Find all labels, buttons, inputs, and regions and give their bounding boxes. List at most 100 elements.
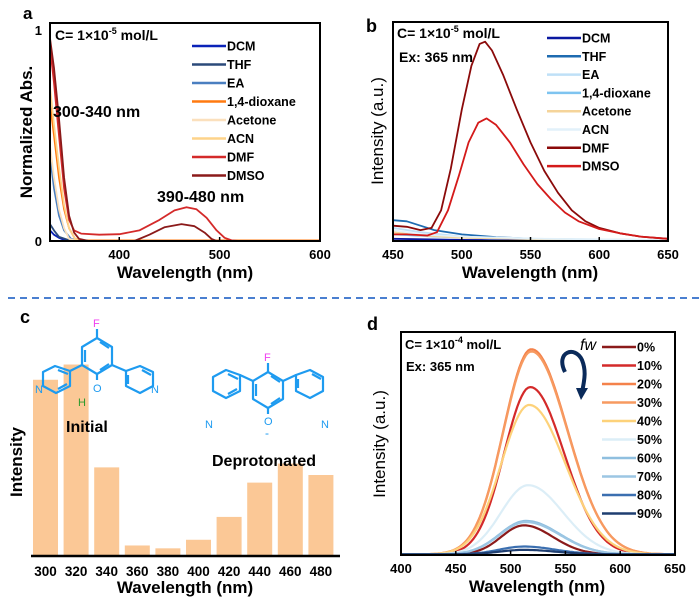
legend-label: ACN	[227, 132, 254, 146]
x-tick-label: 440	[248, 564, 271, 579]
x-ticks-b: 450 500 550 600 650	[382, 237, 679, 262]
legend-item: 50%	[602, 433, 662, 447]
legend-label: 50%	[637, 433, 662, 447]
legend-label: DMF	[582, 141, 609, 155]
legend-item: ACN	[192, 132, 254, 146]
x-tick-label: 320	[65, 564, 88, 579]
legend-item: 10%	[602, 359, 662, 373]
legend-label: 60%	[637, 452, 662, 466]
x-axis-label-b: Wavelength (nm)	[462, 263, 598, 282]
legend-label: Acetone	[227, 114, 276, 128]
legend-label: THF	[227, 58, 252, 72]
atom-label-N-left-deprotonated: N	[205, 419, 213, 431]
series-line-dmf	[392, 40, 669, 240]
y-axis-label-d: Intensity (a.u.)	[370, 390, 389, 498]
legend-label: DMSO	[582, 160, 620, 174]
panel-a: a 400 500 600 1 0 Wavelength (nm) Normaliz…	[17, 4, 331, 282]
x-tick-label: 420	[218, 564, 241, 579]
atom-label-H-initial: H	[78, 397, 86, 409]
concentration-annotation-b: C= 1×10-5 mol/L	[397, 24, 500, 41]
legend-item: DCM	[547, 32, 610, 46]
legend-item: 1,4-dioxane	[547, 86, 651, 100]
charge-label-deprotonated: -	[265, 426, 269, 440]
panel-label-a: a	[23, 4, 33, 23]
y-axis-label-c: Intensity	[7, 427, 26, 497]
x-axis-label-c: Wavelength (nm)	[117, 578, 253, 597]
legend-item: 80%	[602, 489, 662, 503]
legend-item: 30%	[602, 396, 662, 410]
bar-300	[33, 379, 58, 555]
legend-label: 0%	[637, 341, 655, 355]
bar-360	[124, 545, 150, 555]
atom-label-F-initial: F	[93, 318, 100, 330]
legend-b: DCM THF EA 1,4-dioxane Acetone ACN DMF DMSO	[547, 32, 651, 174]
x-tick-label: 650	[664, 561, 686, 576]
excitation-annotation-d: Ex: 365 nm	[406, 359, 475, 374]
legend-label: DCM	[227, 40, 255, 54]
legend-item: DMSO	[192, 169, 265, 183]
legend-label: DMF	[227, 151, 254, 165]
legend-item: EA	[547, 68, 599, 82]
series-line-thf	[49, 223, 320, 242]
x-axis-label-a: Wavelength (nm)	[117, 263, 253, 282]
x-tick-label: 500	[500, 561, 522, 576]
x-tick-label: 500	[451, 247, 473, 262]
x-tick-label: 460	[279, 564, 302, 579]
legend-item: 20%	[602, 378, 662, 392]
legend-label: 80%	[637, 489, 662, 503]
legend-item: DMSO	[547, 160, 620, 174]
x-axis-label-d: Wavelength (nm)	[469, 577, 605, 596]
bars-c	[33, 364, 334, 555]
y-tick-a-1: 1	[35, 23, 42, 38]
bar-480	[308, 475, 334, 555]
legend-item: DMF	[547, 141, 609, 155]
x-tick-label: 450	[382, 247, 404, 262]
legend-item: Acetone	[547, 105, 631, 119]
x-tick-label: 400	[187, 564, 210, 579]
legend-item: DCM	[192, 40, 255, 54]
atom-label-O-initial: O	[93, 383, 102, 395]
legend-item: THF	[547, 50, 607, 64]
x-tick-label: 400	[390, 561, 412, 576]
series-line-dmso	[49, 38, 320, 242]
legend-title-d: fw	[580, 337, 597, 354]
x-tick-label: 650	[657, 247, 679, 262]
legend-item: DMF	[192, 151, 254, 165]
legend-item: 70%	[602, 470, 662, 484]
legend-label: 90%	[637, 507, 662, 521]
panel-label-c: c	[20, 307, 30, 327]
legend-a: DCM THF EA 1,4-dioxane Acetone ACN DMF DMSO	[192, 40, 296, 183]
panel-label-d: d	[367, 314, 378, 334]
atom-label-O-deprotonated: O	[264, 416, 273, 428]
legend-label: 70%	[637, 470, 662, 484]
legend-item: THF	[192, 58, 252, 72]
y-axis-label-a: Normalized Abs.	[17, 66, 36, 199]
series-group-a	[49, 38, 320, 242]
structure-label-deprotonated: Deprotonated	[212, 453, 316, 470]
x-ticks-c: 300 320 340 360 380 400 420 440 460 480	[34, 564, 332, 579]
band-annotation-a-vis: 390-480 nm	[157, 189, 244, 206]
x-tick-label: 550	[555, 561, 577, 576]
x-tick-label: 360	[126, 564, 149, 579]
legend-item: Acetone	[192, 114, 276, 128]
band-annotation-a-uv: 300-340 nm	[53, 104, 140, 121]
legend-label: EA	[227, 77, 244, 91]
legend-label: ACN	[582, 123, 609, 137]
x-tick-label: 480	[310, 564, 333, 579]
legend-item: ACN	[547, 123, 609, 137]
series-group-b	[392, 40, 669, 242]
atom-label-F-deprotonated: F	[264, 352, 271, 364]
legend-label: 40%	[637, 415, 662, 429]
legend-label: EA	[582, 68, 599, 82]
bar-320	[63, 364, 89, 555]
legend-item: 40%	[602, 415, 662, 429]
x-tick-label: 600	[588, 247, 610, 262]
panel-b: b 450 500 550 600 650 Wavelength (nm) Intens…	[366, 16, 679, 282]
x-tick-label: 400	[108, 247, 130, 262]
x-tick-label: 600	[309, 247, 331, 262]
legend-label: 10%	[637, 359, 662, 373]
series-line-dmf	[49, 46, 320, 242]
x-tick-label: 340	[95, 564, 118, 579]
legend-label: DMSO	[227, 169, 265, 183]
